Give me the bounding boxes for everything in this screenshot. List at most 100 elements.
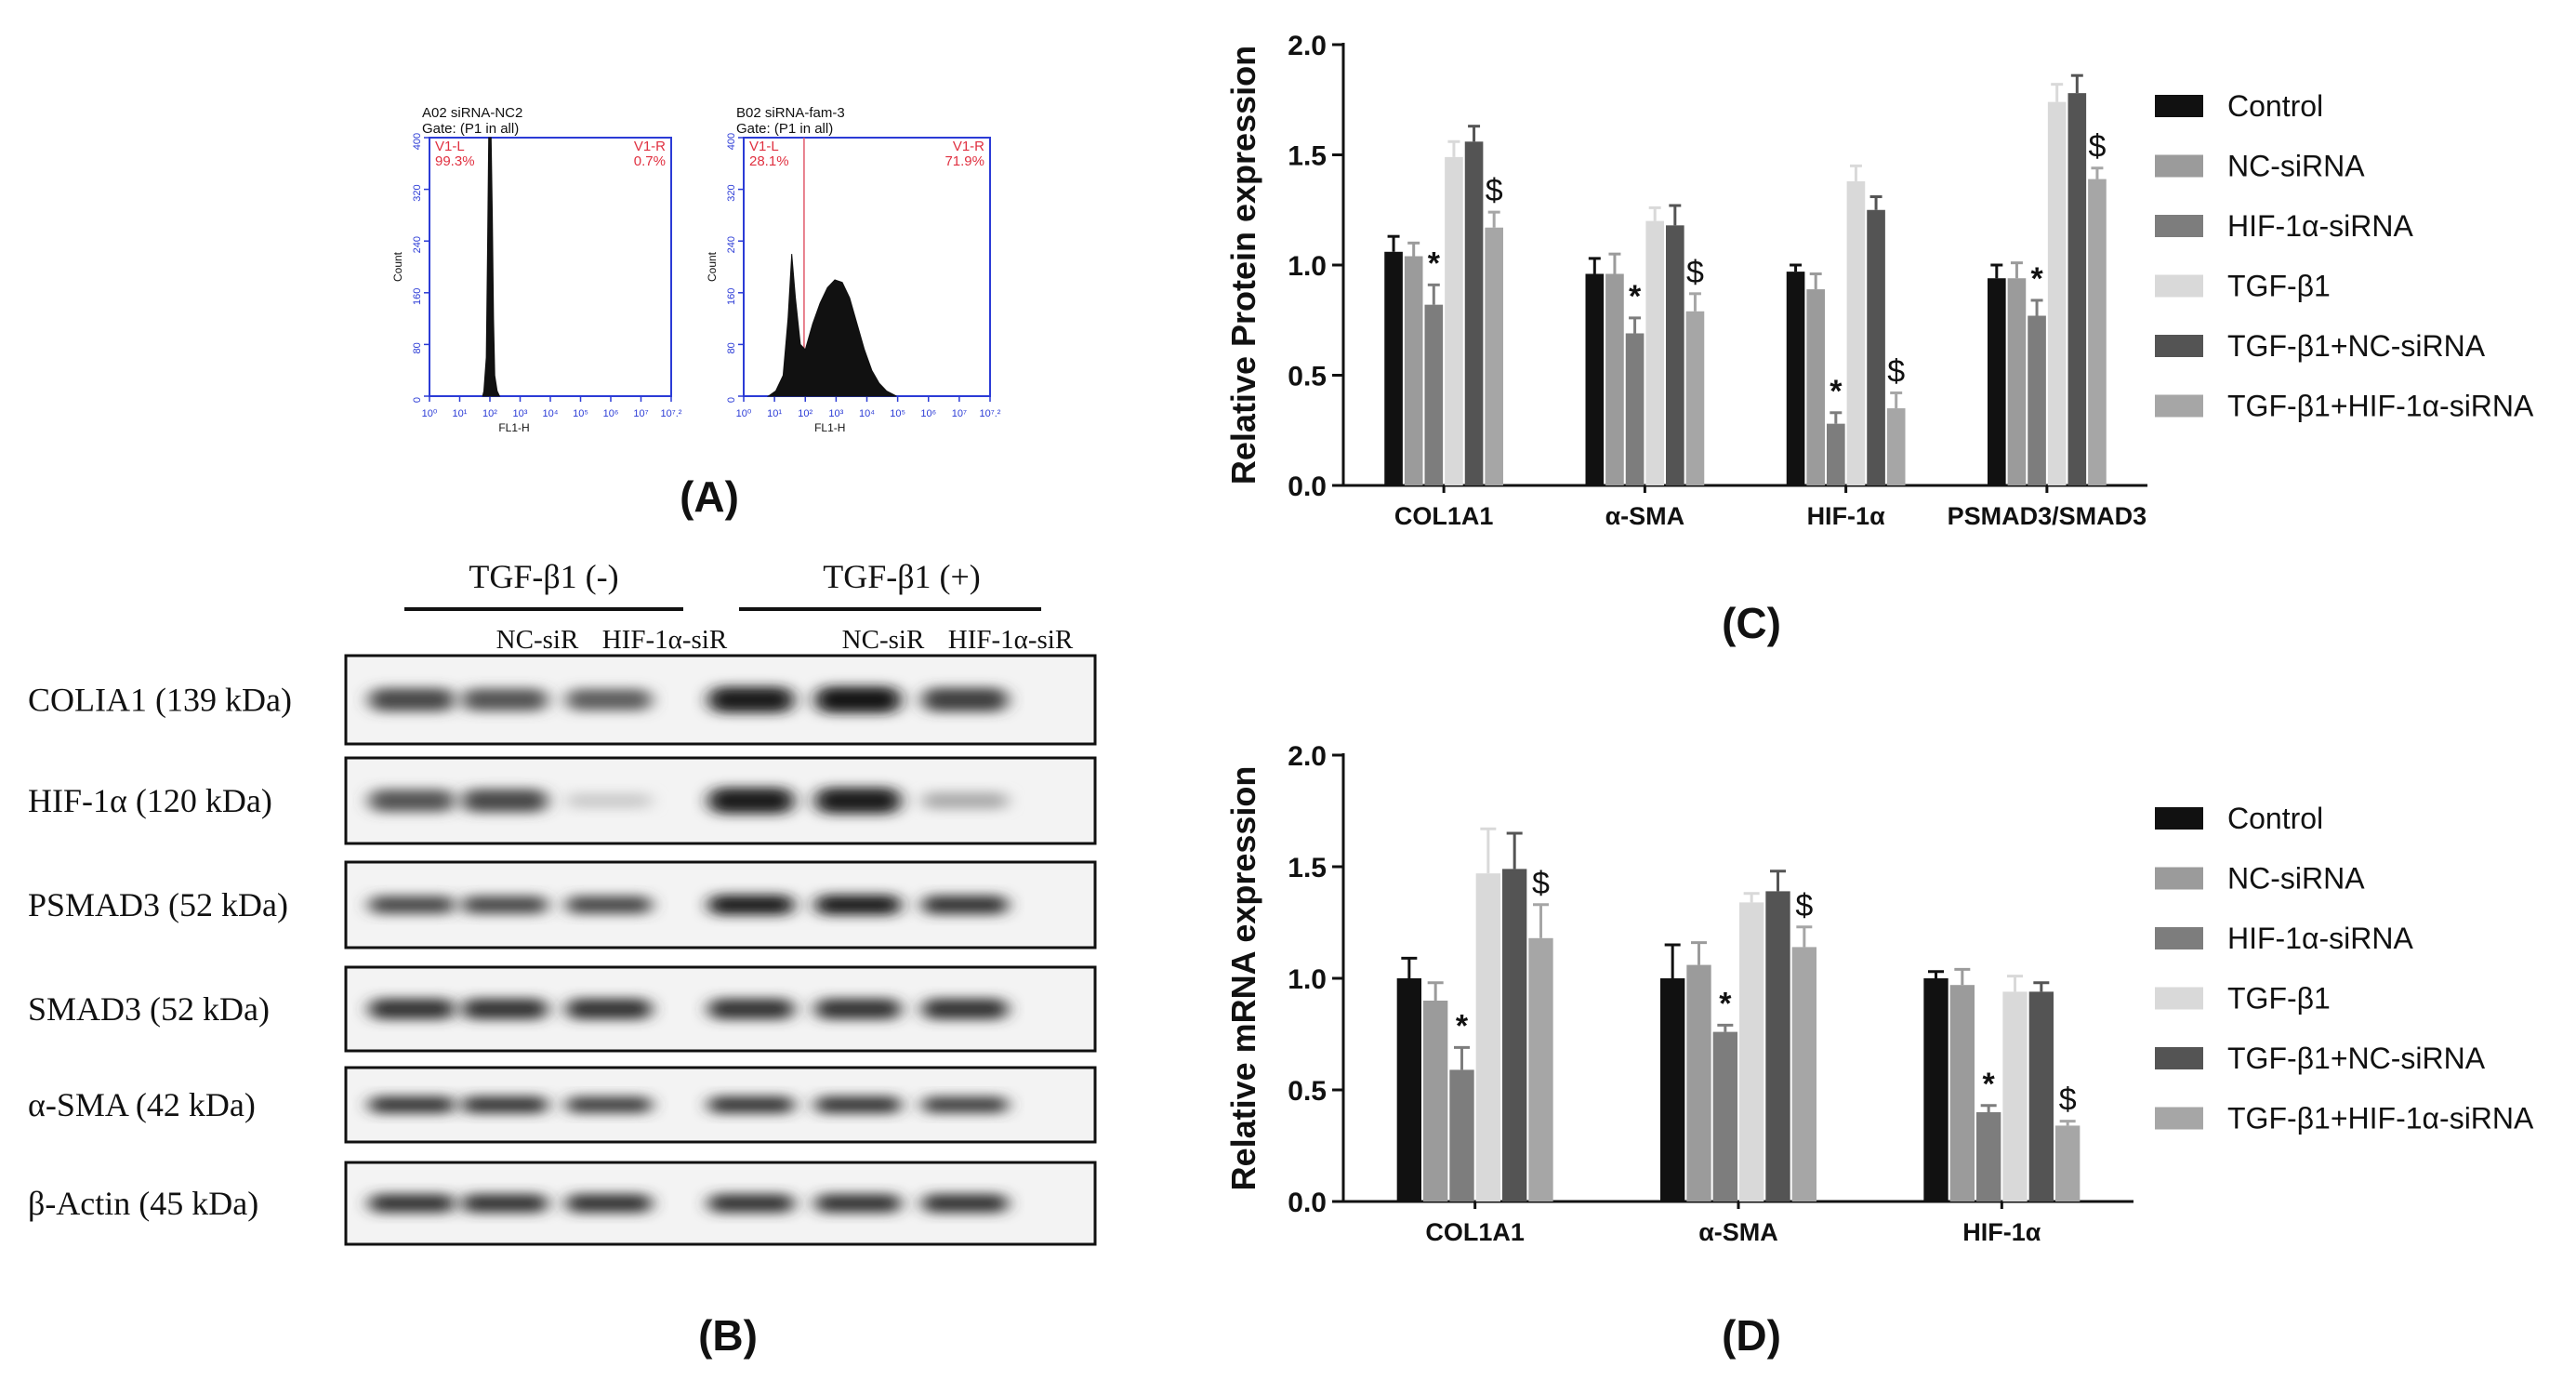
flow-title: B02 siRNA-fam-3 bbox=[736, 105, 845, 121]
blot-band bbox=[566, 998, 652, 1020]
flow-ytick-label: 400 bbox=[412, 133, 423, 150]
bar bbox=[1384, 251, 1403, 485]
flow-xtick-label: 10⁷ bbox=[952, 408, 967, 419]
blot-band bbox=[708, 895, 794, 915]
blot-band bbox=[815, 998, 901, 1020]
flow-xtick-label: 10⁴ bbox=[859, 408, 875, 419]
blot-row: α-SMA (42 kDa) bbox=[28, 1066, 1097, 1144]
bar bbox=[2002, 991, 2028, 1201]
bar bbox=[1660, 978, 1685, 1201]
bar bbox=[1791, 947, 1816, 1201]
blot-band bbox=[462, 896, 548, 914]
legend-swatch bbox=[2155, 1107, 2203, 1130]
blot-band bbox=[815, 895, 901, 915]
flow-gate: Gate: (P1 in all) bbox=[422, 121, 519, 137]
legend-swatch bbox=[2155, 95, 2203, 117]
bar bbox=[1666, 225, 1684, 485]
blot-band bbox=[708, 1193, 794, 1214]
blot-band bbox=[922, 791, 1008, 810]
flow-ytick-label: 320 bbox=[412, 184, 423, 201]
flow-xtick-label: 10³ bbox=[513, 408, 528, 419]
flow-right-pct: 0.7% bbox=[634, 153, 666, 169]
bar bbox=[1806, 289, 1825, 485]
bar bbox=[1685, 311, 1705, 485]
y-axis-label: Relative Protein expression bbox=[1224, 46, 1262, 485]
legend-swatch bbox=[2155, 394, 2203, 418]
bar bbox=[1846, 180, 1866, 485]
blot-band bbox=[369, 687, 455, 712]
legend-swatch bbox=[2155, 1047, 2203, 1069]
flow-xtick-label: 10⁶ bbox=[920, 408, 936, 419]
flow-title: A02 siRNA-NC2 bbox=[422, 105, 522, 121]
bar bbox=[1502, 869, 1527, 1201]
blot-band bbox=[462, 1193, 548, 1214]
blot-band bbox=[708, 1095, 794, 1114]
flow-ytick-label: 240 bbox=[726, 236, 737, 253]
bar bbox=[1739, 902, 1764, 1201]
blot-band bbox=[369, 789, 455, 813]
legend-label: Control bbox=[2227, 89, 2323, 123]
blot-group-negative: TGF-β1 (-) bbox=[469, 558, 618, 595]
blot-band bbox=[566, 1193, 652, 1214]
bar bbox=[1686, 964, 1711, 1201]
blot-row-label: SMAD3 (52 kDa) bbox=[28, 990, 270, 1028]
blot-row: COLIA1 (139 kDa) bbox=[28, 654, 1097, 746]
bar bbox=[2088, 179, 2107, 485]
significance-mark: $ bbox=[1532, 866, 1550, 901]
legend-label: TGF-β1+HIF-1α-siRNA bbox=[2227, 1102, 2534, 1135]
flow-xtick-label: 10⁵ bbox=[573, 408, 588, 419]
significance-mark: $ bbox=[1887, 353, 1905, 389]
blot-band bbox=[922, 895, 1008, 915]
significance-mark: * bbox=[1830, 374, 1843, 409]
legend-swatch bbox=[2155, 215, 2203, 237]
blot-band bbox=[708, 788, 794, 814]
legend-swatch bbox=[2155, 987, 2203, 1010]
bar bbox=[2028, 991, 2054, 1201]
lane-label-nc-neg: NC-siR bbox=[496, 625, 579, 655]
blot-row: β-Actin (45 kDa) bbox=[28, 1161, 1097, 1246]
bar bbox=[1867, 209, 1885, 485]
category-label: COL1A1 bbox=[1425, 1218, 1525, 1246]
flow-xtick-label: 10¹ bbox=[767, 408, 782, 419]
y-tick-label: 1.0 bbox=[1288, 964, 1327, 995]
category-label: HIF-1α bbox=[1962, 1218, 2041, 1246]
blot-row-label: PSMAD3 (52 kDa) bbox=[28, 886, 288, 923]
significance-mark: * bbox=[1456, 1008, 1469, 1043]
y-tick-label: 0.0 bbox=[1288, 471, 1327, 502]
bar bbox=[2007, 278, 2027, 485]
bar bbox=[1712, 1031, 1737, 1201]
legend-label: HIF-1α-siRNA bbox=[2227, 922, 2413, 955]
panel-label-a: (A) bbox=[680, 472, 739, 521]
bar bbox=[1424, 304, 1444, 485]
significance-mark: $ bbox=[2059, 1082, 2077, 1118]
legend-label: TGF-β1 bbox=[2227, 982, 2331, 1016]
bar bbox=[1404, 256, 1423, 485]
protein-expression-chart: 0.0 0.5 1.0 1.5 2.0 Relative Protein expressi… bbox=[1224, 31, 2534, 530]
flow-ytick-label: 240 bbox=[412, 236, 423, 253]
bar bbox=[1886, 408, 1906, 485]
blot-band bbox=[462, 1095, 548, 1114]
blot-band bbox=[369, 896, 455, 914]
blot-band bbox=[369, 998, 455, 1020]
flow-ytick-label: 80 bbox=[726, 342, 737, 353]
legend-label: TGF-β1+NC-siRNA bbox=[2227, 329, 2486, 363]
blot-band bbox=[815, 1095, 901, 1114]
flow-xtick-label: 10⁷ bbox=[633, 408, 648, 419]
bar bbox=[2055, 1125, 2081, 1201]
y-tick-label: 1.5 bbox=[1288, 141, 1327, 172]
y-tick-label: 2.0 bbox=[1288, 31, 1327, 61]
flow-histogram bbox=[482, 137, 501, 397]
bar bbox=[1475, 873, 1500, 1201]
blot-band bbox=[462, 789, 548, 813]
bar bbox=[1396, 978, 1421, 1201]
significance-mark: * bbox=[1428, 246, 1441, 281]
blot-band bbox=[566, 688, 652, 711]
bar bbox=[1528, 937, 1553, 1201]
flow-right-label: V1-R bbox=[953, 139, 984, 154]
flow-xlabel: FL1-H bbox=[814, 421, 845, 434]
legend-label: NC-siRNA bbox=[2227, 862, 2365, 896]
blot-band bbox=[369, 1095, 455, 1114]
blot-band bbox=[369, 1193, 455, 1214]
